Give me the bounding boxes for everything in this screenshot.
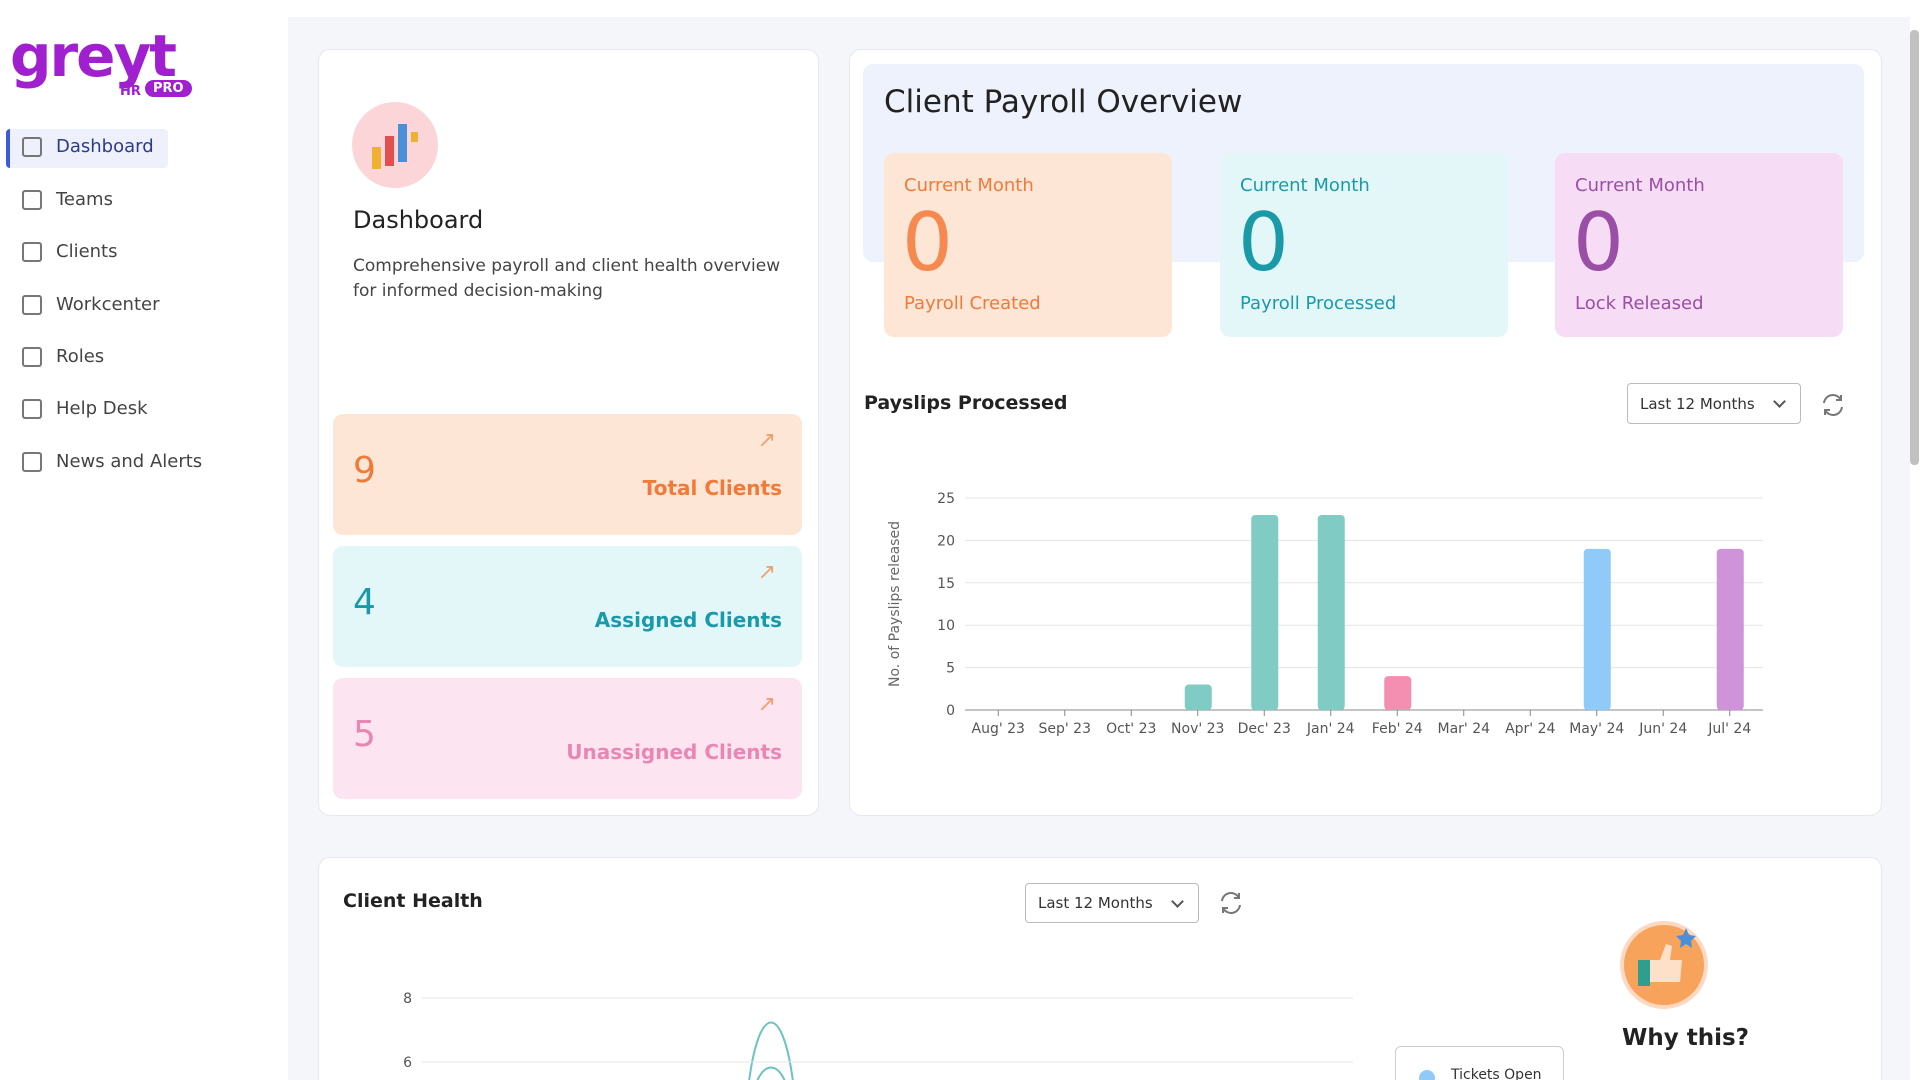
health-chart: 68 — [403, 991, 1353, 1080]
logo-hr: HR — [120, 84, 141, 99]
nav-item[interactable]: Dashboard — [22, 136, 154, 157]
nav-item[interactable]: Teams — [22, 189, 113, 210]
nav-item[interactable]: Roles — [22, 346, 104, 367]
y-axis-label: No. of Payslips released — [887, 521, 903, 687]
stat-value: 5 — [353, 714, 376, 755]
x-tick-label: Feb' 24 — [1372, 721, 1423, 737]
intro-title: Dashboard — [353, 206, 484, 234]
y-tick-label: 20 — [937, 533, 955, 549]
card-period: Current Month — [904, 175, 1034, 196]
y-tick-label: 5 — [946, 661, 955, 677]
payroll-card: Current Month 0 Payroll Processed — [1220, 153, 1508, 337]
payroll-card: Current Month 0 Lock Released — [1555, 153, 1843, 337]
curve — [748, 1021, 794, 1080]
payslips-filter[interactable]: Last 12 Months — [1627, 383, 1801, 424]
payslips-title: Payslips Processed — [864, 392, 1068, 414]
y-tick-label: 10 — [937, 618, 955, 634]
x-tick-label: Dec' 23 — [1238, 721, 1291, 737]
card-period: Current Month — [1575, 175, 1705, 196]
bar — [1317, 514, 1345, 710]
x-tick-label: Sep' 23 — [1039, 721, 1092, 737]
nav-label: Dashboard — [56, 136, 154, 157]
curve — [756, 1066, 786, 1080]
x-tick-label: Mar' 24 — [1437, 721, 1490, 737]
stat-label: Unassigned Clients — [566, 740, 782, 764]
nav-icon — [22, 189, 42, 210]
legend-label: Tickets Open — [1451, 1067, 1542, 1080]
x-tick-label: May' 24 — [1569, 721, 1624, 737]
bar — [1384, 676, 1412, 710]
why-icon — [1620, 921, 1708, 1009]
nav-active — [6, 129, 168, 168]
stat-card[interactable]: 5 Unassigned Clients ↗ — [333, 678, 802, 799]
y-tick-label: 6 — [403, 1055, 412, 1071]
nav-icon — [22, 294, 42, 315]
nav-label: Roles — [56, 346, 105, 367]
x-tick-label: Jan' 24 — [1306, 721, 1355, 737]
legend-swatch — [1419, 1070, 1435, 1080]
health-title: Client Health — [343, 890, 483, 912]
x-tick-label: Jul' 24 — [1707, 721, 1751, 737]
card-period: Current Month — [1240, 175, 1370, 196]
x-tick-label: Aug' 23 — [972, 721, 1025, 737]
x-tick-label: Jun' 24 — [1638, 721, 1687, 737]
why-title: Why this? — [1622, 1025, 1750, 1051]
logo: greyt — [10, 22, 177, 90]
nav-icon — [22, 241, 42, 262]
arrow: ↗ — [757, 692, 776, 717]
card-value: 0 — [1573, 196, 1624, 289]
stat-card[interactable]: 4 Assigned Clients ↗ — [333, 546, 802, 667]
overview-title: Client Payroll Overview — [884, 84, 1243, 120]
nav-item[interactable]: Help Desk — [22, 398, 148, 419]
refresh[interactable] — [1218, 890, 1244, 916]
nav-icon — [22, 346, 42, 367]
card-label: Payroll Processed — [1240, 293, 1397, 314]
stat-card[interactable]: 9 Total Clients ↗ — [333, 414, 802, 535]
bar — [1716, 548, 1744, 710]
logo-pro: PRO — [145, 80, 192, 97]
bar — [1583, 548, 1611, 710]
nav-label: Help Desk — [56, 398, 148, 419]
stat-value: 9 — [353, 450, 376, 491]
card-label: Payroll Created — [904, 293, 1041, 314]
x-tick-label: Nov' 23 — [1171, 721, 1224, 737]
nav-item[interactable]: Workcenter — [22, 294, 160, 315]
nav-label: Workcenter — [56, 294, 160, 315]
intro-icon — [352, 102, 438, 188]
nav-item[interactable]: News and Alerts — [22, 451, 202, 472]
x-tick-label: Oct' 23 — [1106, 721, 1156, 737]
nav-label: Teams — [56, 189, 113, 210]
nav-label: News and Alerts — [56, 451, 203, 472]
bar — [1184, 684, 1212, 710]
payroll-card: Current Month 0 Payroll Created — [884, 153, 1172, 337]
health-filter[interactable]: Last 12 Months — [1025, 883, 1199, 923]
nav-item[interactable]: Clients — [22, 241, 118, 262]
card-label: Lock Released — [1575, 293, 1704, 314]
card-value: 0 — [902, 196, 953, 289]
bar — [1251, 514, 1279, 710]
payslips-chart: 0 5 10 15 20 25 No. of Payslips released Aug' 2… — [887, 491, 1763, 737]
nav-icon — [22, 136, 42, 157]
card-value: 0 — [1238, 196, 1289, 289]
stat-label: Assigned Clients — [594, 608, 782, 632]
legend-box — [1395, 1046, 1564, 1080]
stat-value: 4 — [353, 582, 376, 623]
nav-label: Clients — [56, 241, 118, 262]
y-tick-label: 25 — [937, 491, 955, 507]
refresh[interactable] — [1820, 392, 1846, 418]
intro-description: Comprehensive payroll and client health … — [353, 256, 781, 301]
scrollbar[interactable] — [1910, 30, 1919, 465]
arrow: ↗ — [757, 428, 776, 453]
nav-icon — [22, 398, 42, 419]
x-tick-label: Apr' 24 — [1505, 721, 1555, 737]
y-tick-label: 0 — [946, 703, 955, 719]
y-tick-label: 15 — [937, 576, 955, 592]
nav-icon — [22, 451, 42, 472]
arrow: ↗ — [757, 560, 776, 585]
y-tick-label: 8 — [403, 991, 412, 1007]
stat-label: Total Clients — [642, 476, 782, 500]
